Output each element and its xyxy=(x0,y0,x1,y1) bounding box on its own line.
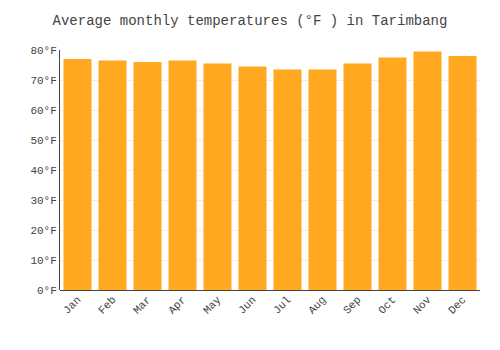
svg-text:Sep: Sep xyxy=(341,294,363,316)
svg-text:80°F: 80°F xyxy=(30,45,56,57)
svg-text:40°F: 40°F xyxy=(30,165,56,177)
svg-text:10°F: 10°F xyxy=(30,255,56,267)
svg-text:Feb: Feb xyxy=(96,294,118,316)
svg-text:Average monthly temperatures (: Average monthly temperatures (°F ) in Ta… xyxy=(53,13,448,29)
svg-text:Jul: Jul xyxy=(271,294,293,316)
svg-text:50°F: 50°F xyxy=(30,135,56,147)
svg-text:Oct: Oct xyxy=(376,294,398,316)
svg-text:Mar: Mar xyxy=(131,294,153,316)
svg-text:0°F: 0°F xyxy=(37,285,57,297)
svg-text:May: May xyxy=(201,294,224,317)
svg-text:60°F: 60°F xyxy=(30,105,56,117)
svg-text:20°F: 20°F xyxy=(30,225,56,237)
svg-text:Jan: Jan xyxy=(61,294,83,316)
svg-text:Jun: Jun xyxy=(236,294,258,316)
svg-text:70°F: 70°F xyxy=(30,75,56,87)
svg-text:Dec: Dec xyxy=(446,294,468,316)
svg-text:Aug: Aug xyxy=(306,294,328,316)
svg-text:Apr: Apr xyxy=(166,294,188,316)
svg-text:Nov: Nov xyxy=(411,294,434,317)
svg-text:30°F: 30°F xyxy=(30,195,56,207)
